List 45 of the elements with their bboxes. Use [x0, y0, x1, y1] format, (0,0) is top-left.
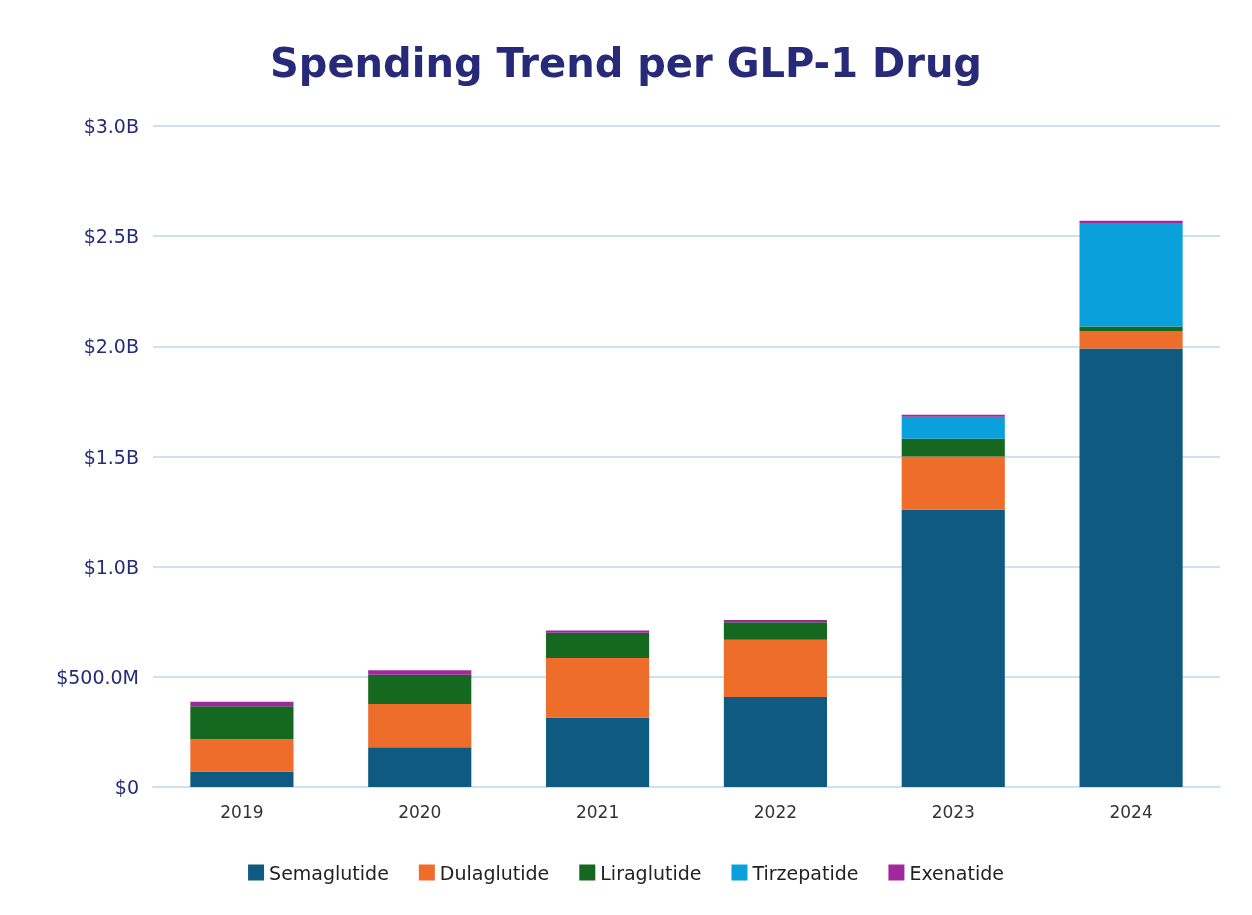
bar	[1079, 326, 1183, 331]
bar	[1079, 222, 1183, 327]
bar	[368, 747, 472, 787]
bar	[723, 697, 827, 787]
x-tick-label: 2022	[753, 801, 798, 822]
bar	[723, 619, 827, 623]
bar	[368, 674, 472, 704]
bar	[190, 771, 294, 787]
x-tick-label: 2021	[575, 801, 620, 822]
bar	[546, 717, 650, 787]
legend-label: Exenatide	[909, 861, 1004, 884]
x-tick-label: 2020	[398, 801, 442, 822]
legend-label: Semaglutide	[269, 861, 389, 884]
x-tick-label: 2019	[220, 801, 264, 822]
bar	[368, 703, 472, 748]
y-tick-label: $500.0M	[56, 665, 139, 688]
bar	[190, 701, 294, 707]
bar	[546, 658, 650, 718]
bar	[1079, 330, 1183, 349]
bar	[723, 622, 827, 640]
x-tick-label: 2024	[1109, 801, 1153, 822]
bar	[190, 706, 294, 740]
y-tick-label: $1.0B	[83, 555, 139, 578]
bar	[723, 639, 827, 698]
y-tick-label: $2.5B	[83, 225, 139, 248]
y-tick-label: $1.5B	[83, 445, 139, 468]
x-tick-label: 2023	[931, 801, 975, 822]
legend-label: Tirzepatide	[751, 861, 859, 884]
bar	[546, 630, 650, 633]
y-tick-label: $0	[114, 776, 139, 798]
y-tick-label: $3.0B	[83, 115, 139, 137]
y-tick-label: $2.0B	[83, 335, 139, 358]
bar	[901, 438, 1005, 457]
bar	[901, 456, 1005, 510]
bar	[901, 416, 1005, 439]
bar	[901, 509, 1005, 787]
bar	[190, 739, 294, 772]
bar	[546, 632, 650, 659]
bar	[368, 670, 472, 675]
bar	[1079, 220, 1183, 223]
bar	[901, 414, 1005, 417]
legend-label: Dulaglutide	[439, 861, 550, 884]
chart-title: Spending Trend per GLP-1 Drug	[270, 40, 982, 86]
bar	[1079, 348, 1183, 787]
legend-label: Liraglutide	[600, 861, 702, 884]
